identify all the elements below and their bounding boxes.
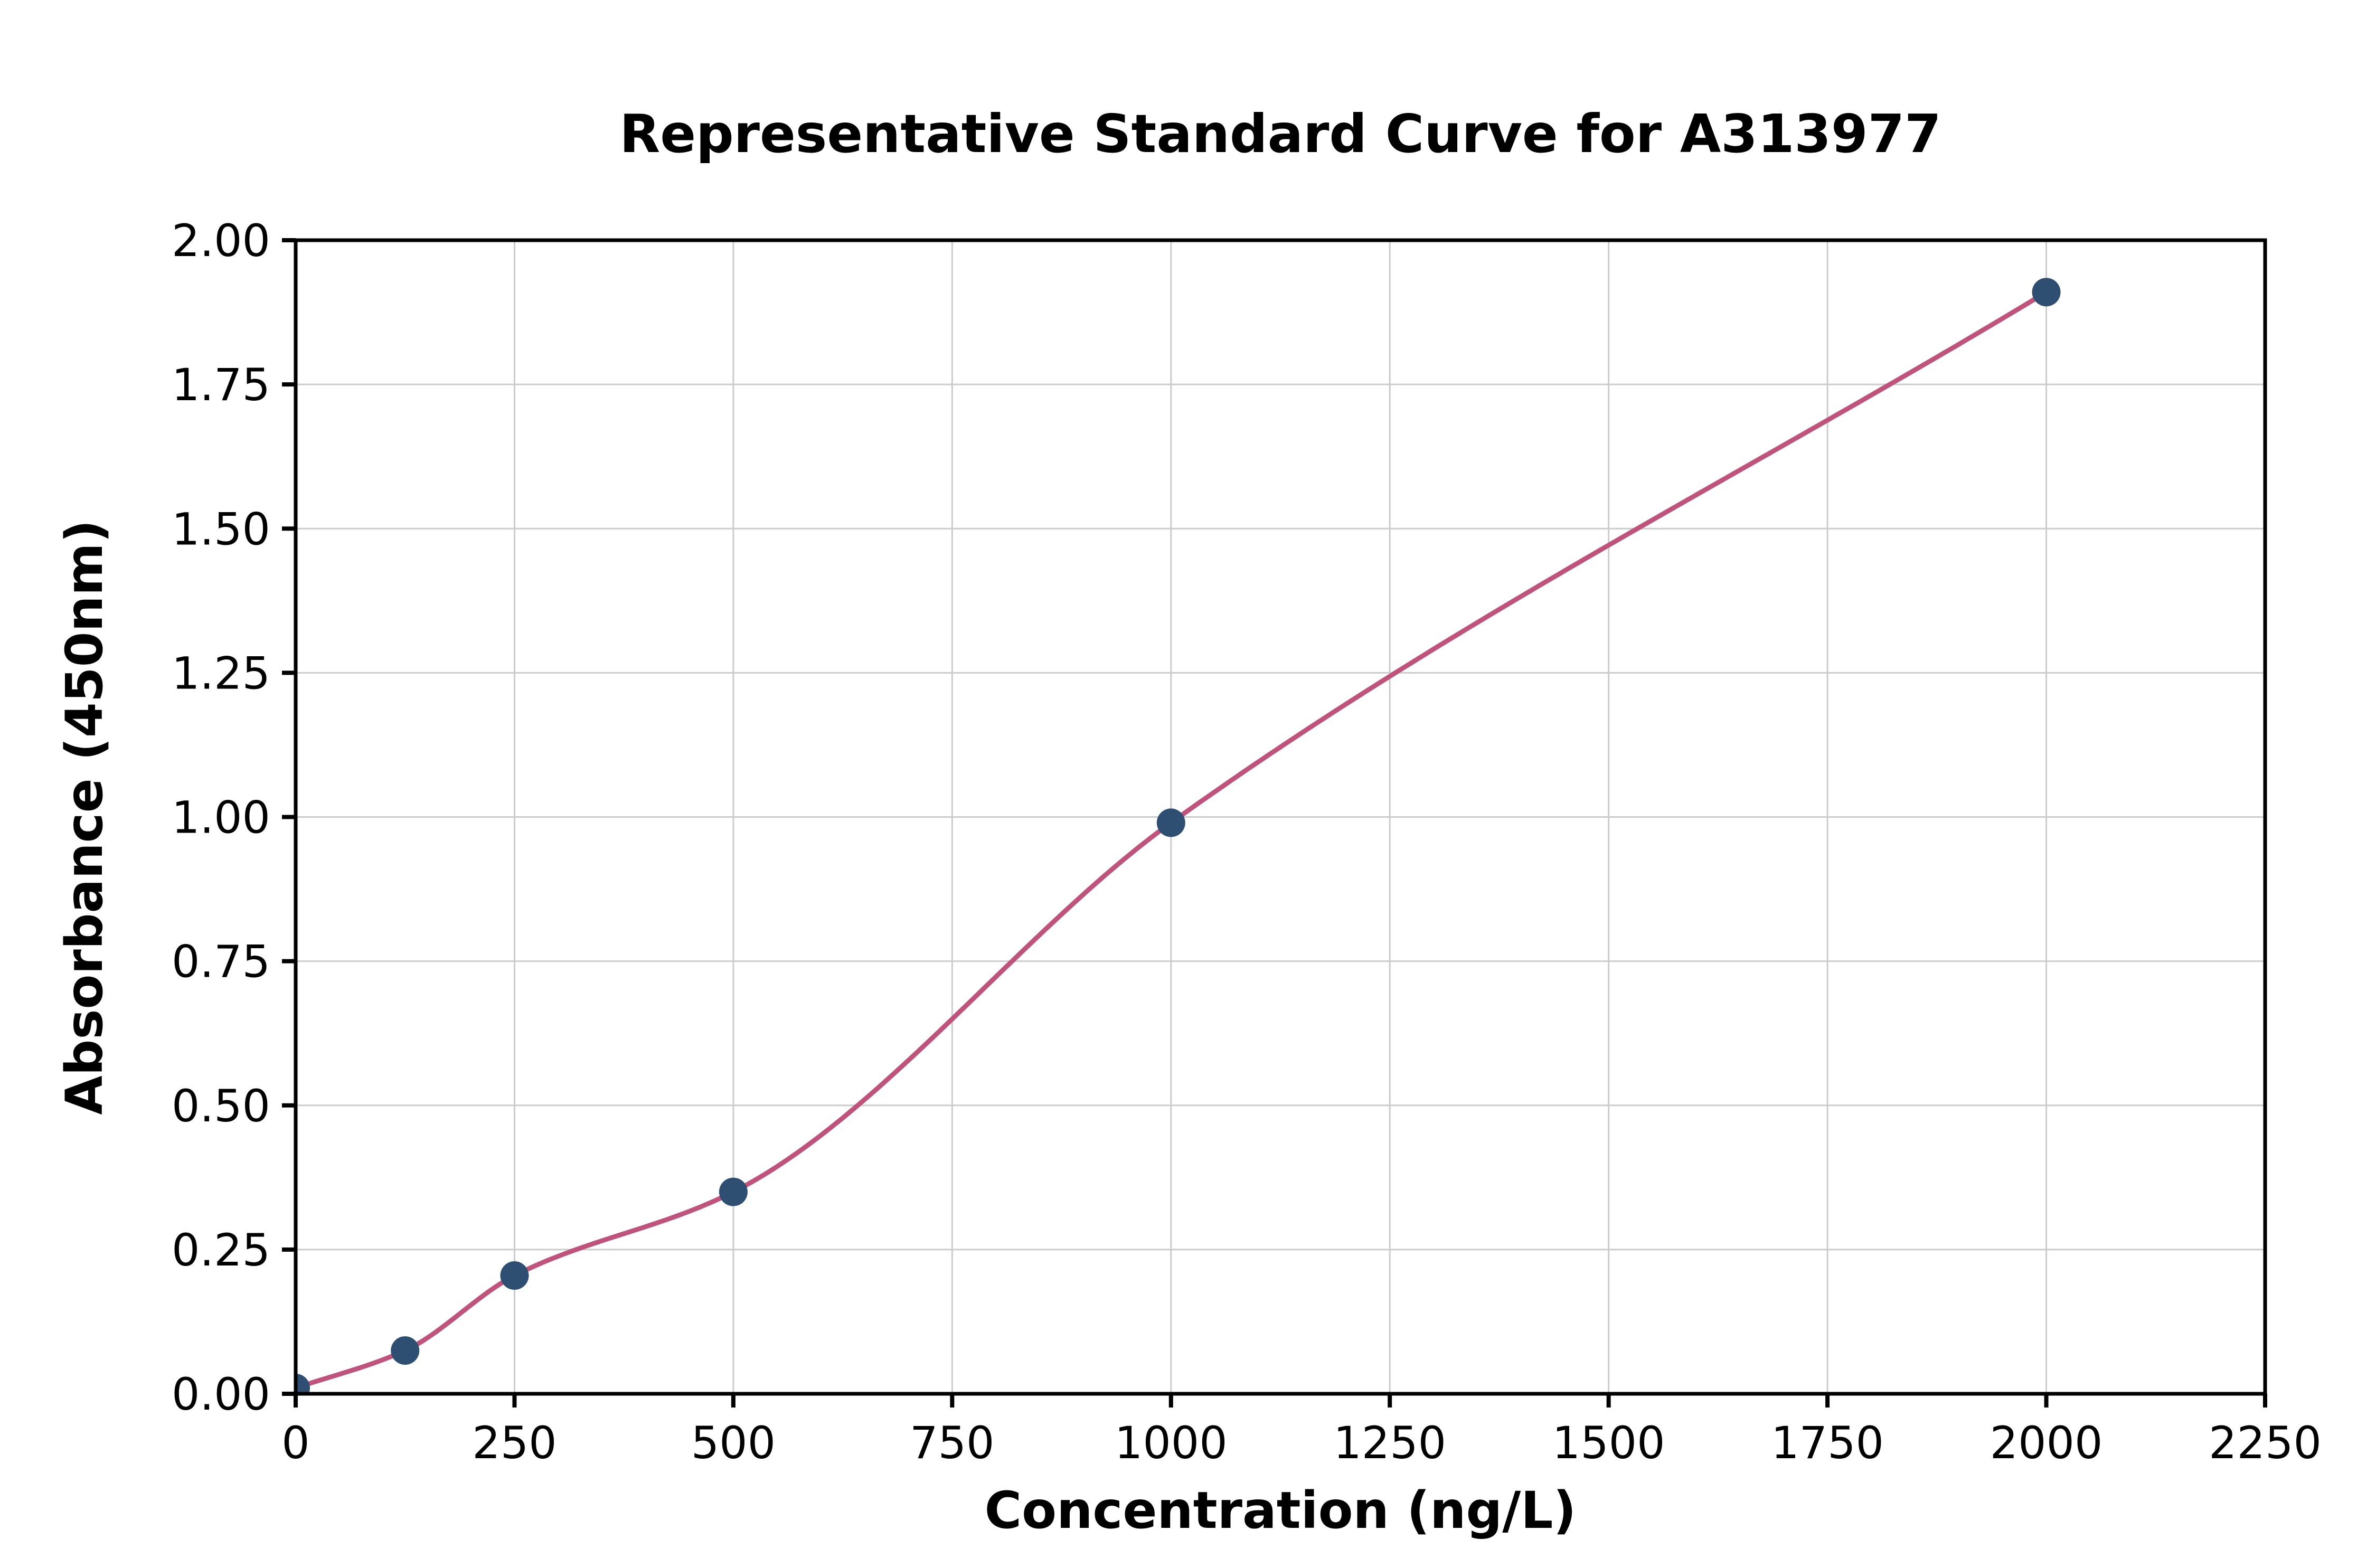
x-tick-label: 0 xyxy=(281,1417,309,1469)
y-tick-label: 0.25 xyxy=(172,1224,270,1276)
y-tick-label: 0.50 xyxy=(172,1080,270,1132)
data-point xyxy=(2032,278,2061,307)
x-tick-label: 2250 xyxy=(2209,1417,2322,1469)
y-tick-label: 1.25 xyxy=(172,647,270,699)
x-tick-label: 1750 xyxy=(1771,1417,1884,1469)
y-axis-label: Absorbance (450nm) xyxy=(55,519,114,1115)
x-tick-label: 1000 xyxy=(1115,1417,1228,1469)
y-tick-label: 1.50 xyxy=(172,503,270,555)
x-tick-label: 2000 xyxy=(1990,1417,2103,1469)
x-tick-label: 250 xyxy=(472,1417,557,1469)
data-point xyxy=(296,1374,310,1394)
x-tick-label: 500 xyxy=(691,1417,776,1469)
chart-title: Representative Standard Curve for A31397… xyxy=(619,103,1941,165)
data-point xyxy=(391,1336,420,1365)
y-tick-label: 1.00 xyxy=(172,792,270,844)
y-tick-label: 0.75 xyxy=(172,936,270,988)
y-tick-label: 1.75 xyxy=(172,359,270,411)
y-tick-label: 0.00 xyxy=(172,1368,270,1420)
data-point xyxy=(719,1177,748,1206)
x-tick-label: 1250 xyxy=(1333,1417,1446,1469)
y-tick-label: 2.00 xyxy=(172,215,270,267)
x-axis-label: Concentration (ng/L) xyxy=(984,1481,1577,1540)
data-point xyxy=(1156,808,1185,837)
data-point xyxy=(500,1261,529,1290)
x-tick-label: 750 xyxy=(910,1417,994,1469)
x-tick-label: 1500 xyxy=(1552,1417,1665,1469)
